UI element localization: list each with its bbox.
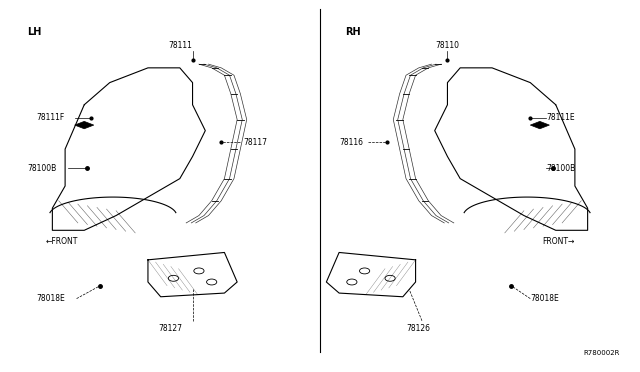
- Text: 78117: 78117: [244, 138, 268, 147]
- Text: ←FRONT: ←FRONT: [46, 237, 78, 246]
- Polygon shape: [75, 121, 94, 129]
- Text: LH: LH: [27, 27, 41, 37]
- Text: 78018E: 78018E: [531, 294, 559, 303]
- Text: R780002R: R780002R: [583, 350, 620, 356]
- Text: 78126: 78126: [407, 324, 431, 333]
- Polygon shape: [531, 121, 549, 129]
- Text: 78111E: 78111E: [546, 113, 575, 122]
- Text: 78116: 78116: [339, 138, 363, 147]
- Text: FRONT→: FRONT→: [543, 237, 575, 246]
- Text: 78100B: 78100B: [27, 164, 56, 173]
- Text: RH: RH: [346, 27, 361, 37]
- Text: 78127: 78127: [158, 324, 182, 333]
- Text: 78111F: 78111F: [36, 113, 65, 122]
- Text: 78111: 78111: [168, 41, 192, 50]
- Text: 78100B: 78100B: [546, 164, 575, 173]
- Text: 78018E: 78018E: [36, 294, 65, 303]
- Text: 78110: 78110: [435, 41, 460, 50]
